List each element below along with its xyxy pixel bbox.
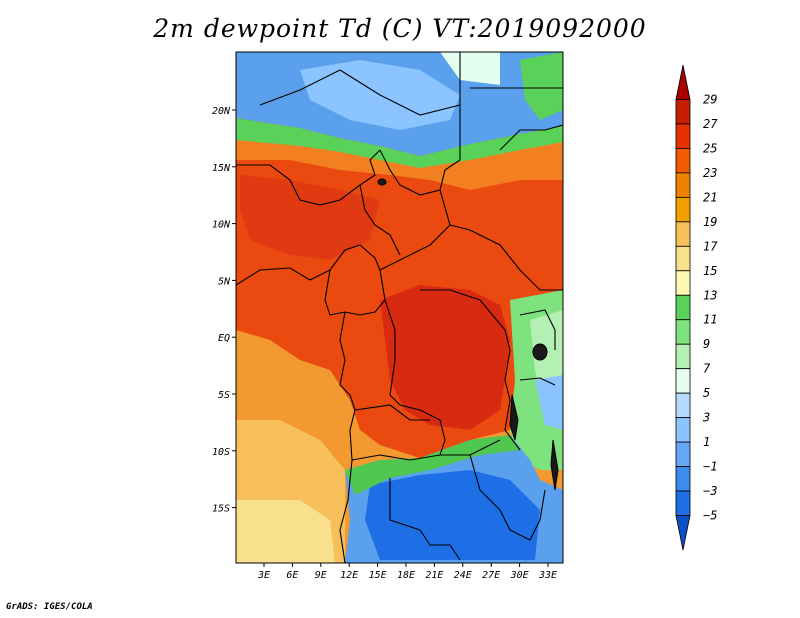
colorbar-swatch [675, 392, 691, 419]
colorbar-swatch [675, 99, 691, 125]
longitude-axis: 3E 6E 9E 12E 15E 18E 21E 24E 27E 30E 33E [257, 563, 557, 581]
colorbar-label: 15 [703, 264, 717, 278]
southern-dry-core [365, 470, 540, 560]
border-chad-sudan [439, 189, 451, 226]
lake-malawi [550, 439, 559, 491]
border-angola-north [354, 404, 430, 421]
country-borders [236, 52, 563, 563]
lon-tick-label: 15E [369, 570, 387, 581]
border-namibia [389, 478, 461, 561]
lon-tick-label: 33E [538, 570, 557, 581]
lat-tick-label: EQ [218, 333, 230, 344]
colorbar-label: 19 [703, 215, 717, 229]
lon-tick-label: 12E [340, 570, 358, 581]
lon-tick-label: 18E [397, 570, 415, 581]
lat-tick-label: 10S [212, 447, 230, 458]
colorbar-label: 3 [702, 411, 710, 425]
east-africa-dry [535, 375, 563, 430]
colorbar-swatch [675, 270, 691, 296]
colorbar-swatch [675, 441, 691, 467]
border-sahara-2 [259, 69, 341, 106]
colorbar-swatch [675, 148, 691, 174]
map-frame [235, 51, 564, 564]
lon-tick-label: 3E [257, 570, 270, 581]
latitude-axis: 20N 15N 10N 5N EQ 5S 10S 15S [212, 106, 236, 515]
colorbar-swatch [675, 343, 691, 370]
colorbar-top-arrow [675, 64, 691, 100]
colorbar-swatch [675, 196, 691, 223]
colorbar-swatch [675, 466, 691, 492]
colorbar-label: 25 [703, 141, 717, 155]
lake-chad [377, 178, 387, 186]
border-chad [379, 149, 461, 196]
colorbar-label: −1 [703, 460, 717, 474]
border-congo [384, 299, 446, 456]
lon-tick-label: 27E [482, 570, 500, 581]
colorbar-label: 7 [703, 362, 711, 376]
colorbar-swatch [675, 221, 691, 247]
border-drc-east [420, 289, 521, 451]
congo-humid-core [380, 285, 510, 430]
lat-tick-label: 5S [218, 390, 230, 401]
border-car-sudan [379, 224, 563, 291]
sahel-green-band [236, 118, 563, 168]
border-nigeria-chad [359, 184, 401, 256]
sahara-pale-patch [440, 52, 500, 85]
colorbar-label: 27 [703, 117, 718, 131]
border-tanzania [519, 377, 556, 386]
colorbar-label: 11 [703, 313, 717, 327]
border-uganda [519, 309, 556, 350]
colorbar-swatch [675, 123, 691, 149]
lon-tick-label: 9E [315, 570, 327, 581]
lake-tanganyika [509, 394, 519, 441]
border-angola-south [351, 439, 501, 461]
colorbar-label: 1 [703, 435, 710, 449]
southern-green-edge [345, 435, 520, 495]
lakes [377, 178, 559, 491]
colorbar-swatch [675, 319, 691, 345]
colorbar-label: 13 [703, 288, 717, 302]
dewpoint-field [236, 52, 563, 563]
colorbar-swatch [675, 490, 691, 516]
border-sahel-west [236, 149, 381, 206]
lat-tick-label: 5N [218, 276, 231, 287]
lat-tick-label: 20N [212, 106, 231, 117]
colorbar-label: 5 [703, 386, 710, 400]
grads-credit: GrADS: IGES/COLA [6, 602, 93, 612]
border-zambia [469, 454, 546, 541]
map-title: 2m dewpoint Td (C) VT:2019092000 [153, 14, 647, 43]
lake-victoria [532, 343, 548, 361]
colorbar-swatch [675, 245, 691, 272]
border-sahara-1 [339, 69, 461, 116]
colorbar-label: −5 [703, 509, 717, 523]
colorbar-bottom-arrow [675, 515, 691, 551]
lon-tick-label: 6E [286, 570, 298, 581]
lat-tick-label: 15S [212, 504, 230, 515]
colorbar-swatch [675, 294, 691, 321]
colorbar-label: 23 [703, 166, 717, 180]
lon-tick-label: 21E [425, 570, 443, 581]
colorbar-label: 21 [703, 190, 717, 204]
border-sudan-east [499, 124, 563, 151]
border-cameroon [324, 269, 386, 316]
colorbar-swatch [675, 368, 691, 394]
colorbar-swatch [675, 172, 691, 198]
nile-green-patch [520, 52, 563, 120]
colorbar: 29 27 25 23 21 19 17 15 13 11 9 7 5 3 1 −1 −3 −5 [675, 64, 718, 551]
colorbar-label: 29 [703, 92, 717, 106]
colorbar-label: 9 [703, 337, 710, 351]
lat-tick-label: 10N [212, 220, 231, 231]
colorbar-label: 17 [703, 239, 718, 253]
lon-tick-label: 24E [454, 570, 472, 581]
colorbar-label: −3 [703, 484, 717, 498]
lat-tick-label: 15N [212, 163, 231, 174]
colorbar-swatch [675, 417, 691, 443]
lon-tick-label: 30E [510, 570, 529, 581]
southwest-pale-zone [236, 500, 335, 563]
